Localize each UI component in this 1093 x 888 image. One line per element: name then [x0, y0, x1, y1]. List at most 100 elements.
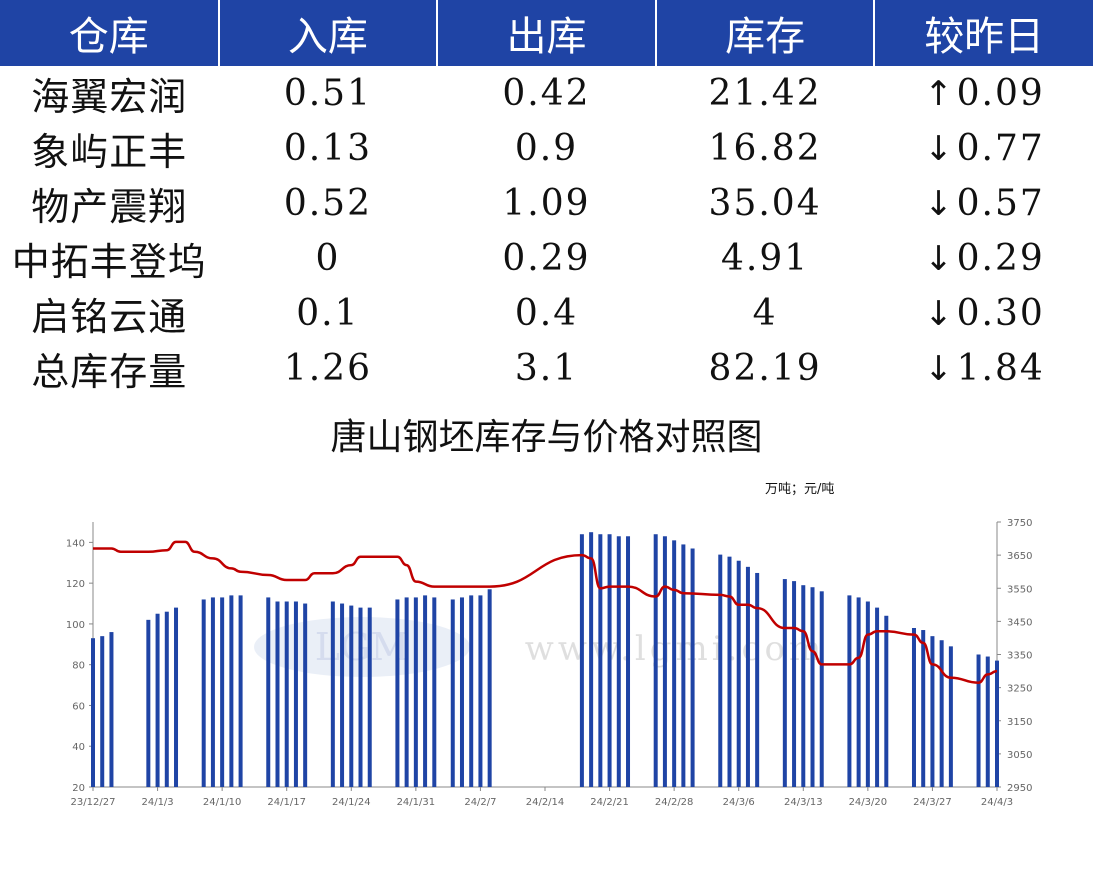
- inventory-bar: [423, 595, 428, 787]
- inventory-bar: [875, 607, 880, 787]
- inventory-bar: [210, 597, 215, 787]
- warehouse-name: 物产震翔: [31, 185, 188, 229]
- x-tick-label: 24/4/3: [981, 797, 1013, 808]
- inventory-bar: [201, 599, 206, 787]
- inventory-bar: [884, 615, 889, 787]
- stock-value: 16.82: [708, 128, 822, 169]
- warehouse-table: 仓库 入库 出库 库存 较昨日 海翼宏润 0.51 0.42 21.42 ↑0.…: [0, 0, 1093, 396]
- x-tick-label: 24/1/10: [203, 797, 242, 808]
- y-right-tick-label: 3350: [1007, 651, 1032, 662]
- inventory-bar: [718, 554, 723, 787]
- inventory-bar: [303, 603, 308, 787]
- inventory-bar: [939, 640, 944, 787]
- y-left-tick-label: 120: [66, 579, 85, 590]
- inventory-bar: [653, 534, 658, 787]
- warehouse-name: 启铭云通: [31, 295, 188, 339]
- inventory-bar: [745, 566, 750, 787]
- inventory-bar: [220, 597, 225, 787]
- inventory-bar: [948, 646, 953, 787]
- x-tick-label: 24/3/6: [723, 797, 755, 808]
- inventory-bar: [579, 534, 584, 787]
- header-warehouse: 仓库: [0, 0, 220, 66]
- inventory-bar: [238, 595, 243, 787]
- header-change: 较昨日: [874, 0, 1093, 66]
- inventory-bar: [801, 585, 806, 787]
- y-right-tick-label: 3750: [1007, 518, 1032, 529]
- arrow-down-icon: ↓: [924, 239, 955, 279]
- inventory-bar: [995, 660, 999, 787]
- bar-series: [91, 532, 999, 787]
- header-inbound: 入库: [218, 0, 439, 66]
- inventory-bar: [413, 597, 418, 787]
- x-tick-label: 24/1/31: [397, 797, 436, 808]
- inventory-bar: [792, 581, 797, 787]
- outbound-value: 1.09: [502, 183, 591, 224]
- y-right-tick-label: 2950: [1007, 783, 1032, 794]
- table-row: 海翼宏润 0.51 0.42 21.42 ↑0.09: [0, 66, 1093, 121]
- inventory-bar: [607, 534, 612, 787]
- header-outbound: 出库: [437, 0, 657, 66]
- table-row: 启铭云通 0.1 0.4 4 ↓0.30: [0, 286, 1093, 341]
- inventory-bar: [293, 601, 298, 787]
- inventory-bar: [275, 601, 280, 787]
- inventory-bar: [349, 605, 354, 787]
- inventory-bar: [164, 611, 169, 787]
- inventory-bar: [109, 632, 114, 787]
- inventory-bar: [330, 601, 335, 787]
- change-cell: ↓0.30: [874, 286, 1093, 341]
- x-tick-label: 24/3/20: [849, 797, 888, 808]
- y-left-tick-label: 40: [72, 742, 85, 753]
- chart-title: 唐山钢坯库存与价格对照图: [330, 417, 763, 458]
- change-value: 0.09: [956, 73, 1045, 114]
- price-line-series: [92, 540, 998, 684]
- y-left-tick-label: 80: [72, 661, 85, 672]
- x-tick-label: 24/2/14: [526, 797, 565, 808]
- inventory-price-chart: LGM www.lgmi.com 20406080100120140295030…: [66, 518, 1033, 808]
- arrow-up-icon: ↑: [924, 74, 955, 114]
- change-cell: ↓0.29: [874, 231, 1093, 286]
- change-value: 1.84: [956, 348, 1045, 389]
- outbound-value: 0.4: [514, 293, 579, 334]
- inventory-bar: [782, 579, 787, 787]
- y-right-tick-label: 3650: [1007, 551, 1032, 562]
- inventory-bar: [100, 636, 105, 787]
- inventory-bar: [395, 599, 400, 787]
- inventory-bar: [229, 595, 234, 787]
- y-right-tick-label: 3450: [1007, 617, 1032, 628]
- x-tick-label: 24/3/13: [784, 797, 823, 808]
- inventory-bar: [662, 536, 667, 787]
- x-tick-label: 24/2/7: [464, 797, 496, 808]
- x-tick-label: 24/3/27: [913, 797, 952, 808]
- y-right-tick-label: 3050: [1007, 750, 1032, 761]
- y-right-tick-label: 3550: [1007, 584, 1032, 595]
- change-cell: ↓1.84: [874, 341, 1093, 396]
- stock-value: 4: [752, 293, 778, 334]
- stock-value: 21.42: [708, 73, 822, 114]
- arrow-down-icon: ↓: [924, 184, 955, 224]
- y-right-tick-label: 3150: [1007, 717, 1032, 728]
- inventory-bar: [690, 548, 695, 787]
- warehouse-name: 象屿正丰: [31, 130, 188, 174]
- table-header-row: 仓库 入库 出库 库存 较昨日: [0, 0, 1093, 66]
- x-tick-label: 24/1/24: [332, 797, 371, 808]
- y-left-tick-label: 140: [66, 538, 85, 549]
- inventory-bar: [865, 601, 870, 787]
- inventory-bar: [487, 589, 492, 787]
- arrow-down-icon: ↓: [924, 129, 955, 169]
- inbound-value: 0: [315, 238, 341, 279]
- change-value: 0.29: [956, 238, 1045, 279]
- arrow-down-icon: ↓: [924, 349, 955, 389]
- inventory-bar: [598, 534, 603, 787]
- inventory-bar: [367, 607, 372, 787]
- inventory-bar: [681, 544, 686, 787]
- y-left-tick-label: 20: [72, 783, 85, 794]
- inbound-value: 1.26: [283, 348, 372, 389]
- inventory-bar: [404, 597, 409, 787]
- unit-label: 万吨；元/吨: [765, 482, 835, 497]
- stock-value: 82.19: [708, 348, 822, 389]
- inbound-value: 0.52: [283, 183, 372, 224]
- inbound-value: 0.13: [283, 128, 372, 169]
- x-tick-label: 24/2/28: [655, 797, 694, 808]
- inventory-bar: [340, 603, 345, 787]
- inventory-bar: [626, 536, 631, 787]
